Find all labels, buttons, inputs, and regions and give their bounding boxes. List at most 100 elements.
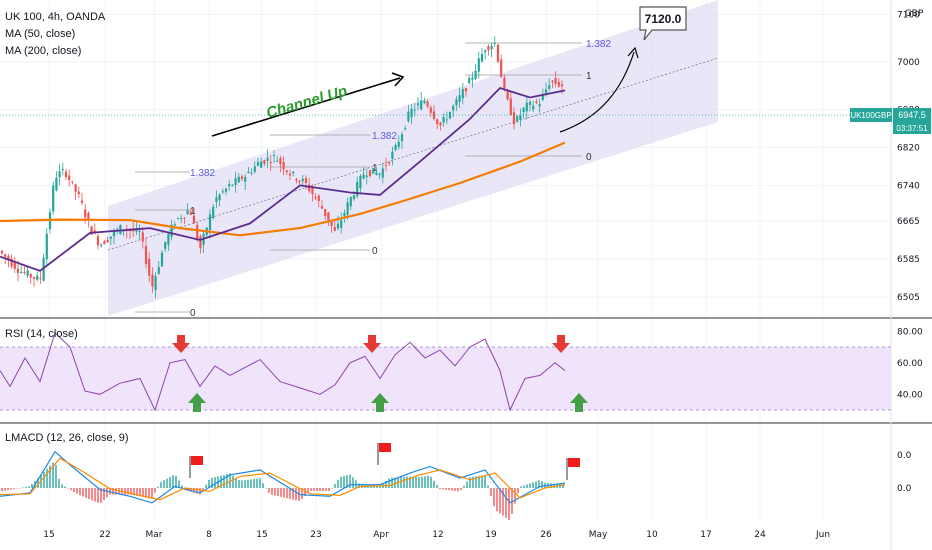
candle-body <box>215 197 218 203</box>
candle-body <box>429 107 432 113</box>
macd-histogram-bar <box>31 484 33 488</box>
macd-histogram-bar <box>535 481 537 488</box>
ma200-line <box>0 141 566 237</box>
macd-histogram-bar <box>331 488 333 489</box>
macd-histogram-bar <box>250 479 252 488</box>
ma50-legend: MA (50, close) <box>5 28 75 40</box>
candle-body <box>157 266 160 274</box>
candle-body <box>189 211 192 215</box>
candle-body <box>544 89 548 94</box>
macd-histogram-bar <box>7 488 9 491</box>
candle-body <box>32 277 36 279</box>
macd-histogram-bar <box>454 488 456 492</box>
macd-histogram-bar <box>472 476 474 488</box>
candle-body <box>141 232 144 242</box>
macd-histogram-bar <box>148 488 150 499</box>
candle-body <box>525 102 528 112</box>
macd-histogram-bar <box>112 488 114 495</box>
macd-histogram-bar <box>223 474 225 488</box>
macd-histogram-bar <box>415 476 417 488</box>
macd-histogram-bar <box>238 480 240 488</box>
time-axis-label: May <box>589 530 608 540</box>
candle-body <box>148 258 151 276</box>
candle-body <box>378 173 381 176</box>
candle-body <box>167 233 170 245</box>
macd-histogram-bar <box>256 478 258 488</box>
candle-body <box>397 141 400 147</box>
macd-histogram-bar <box>139 488 141 497</box>
projection-arrow-head <box>627 46 639 59</box>
time-axis[interactable]: 15 22 Mar 8 15 23 Apr 12 19 26 May 10 17 24 Jun <box>43 530 830 540</box>
macd-histogram-bar <box>487 485 489 488</box>
candle-body <box>324 209 327 217</box>
price-axis-label: 6505 <box>897 293 920 303</box>
macd-histogram-bar <box>373 485 375 488</box>
macd-histogram-bar <box>172 475 174 488</box>
macd-histogram-bar <box>193 488 195 493</box>
macd-histogram-bar <box>439 488 441 490</box>
candle-body <box>516 116 519 122</box>
candle-body <box>311 187 314 195</box>
macd-histogram-bar <box>235 477 237 488</box>
trend-arrow-head <box>391 72 405 87</box>
candle-body <box>16 268 20 273</box>
macd-histogram-bar <box>91 488 93 501</box>
candle-body <box>218 194 221 201</box>
candle-body <box>500 59 503 78</box>
macd-histogram-bar <box>538 480 540 488</box>
macd-histogram-bar <box>244 480 246 488</box>
projection-curve <box>559 51 635 133</box>
macd-histogram-bar <box>301 488 303 500</box>
candle-body <box>71 181 74 183</box>
candle-body <box>90 226 93 235</box>
price-axis-label: 6585 <box>897 255 920 265</box>
candle-body <box>119 224 122 235</box>
candle-body <box>109 236 112 239</box>
macd-histogram-bar <box>307 488 309 494</box>
time-axis-label: 17 <box>700 530 711 540</box>
macd-histogram-bar <box>553 483 555 488</box>
candle-body <box>295 179 298 181</box>
price-axis[interactable]: 6505658566656740682069007000710040.0060.… <box>897 10 923 494</box>
macd-histogram-bar <box>127 488 129 495</box>
macd-histogram-bar <box>421 476 423 488</box>
macd-histogram-bar <box>49 465 51 488</box>
macd-histogram-bar <box>88 488 90 500</box>
macd-histogram-bar <box>115 488 117 495</box>
macd-histogram-bar <box>205 484 207 488</box>
rsi-title: RSI (14, close) <box>5 328 78 340</box>
candle-body <box>317 195 320 202</box>
macd-histogram-bar <box>82 488 84 497</box>
macd-histogram-bar <box>499 488 501 514</box>
trend-arrow <box>211 77 401 137</box>
macd-line <box>0 450 566 504</box>
macd-axis-label: 0.0 <box>897 484 912 494</box>
candle-body <box>532 105 535 110</box>
candle-body <box>77 191 80 195</box>
candle-body <box>39 278 42 280</box>
macd-histogram-bar <box>202 488 204 490</box>
macd-histogram-bar <box>157 486 159 488</box>
candle-body <box>490 46 493 50</box>
rsi-up-arrow <box>371 393 389 412</box>
candle-body <box>234 178 237 185</box>
candle-body <box>528 101 532 105</box>
candle-body <box>496 44 500 62</box>
rsi-line <box>0 331 566 412</box>
candle-body <box>423 100 426 104</box>
macd-histogram-bar <box>55 465 57 488</box>
candle-body <box>509 98 512 116</box>
macd-histogram-bar <box>466 481 468 488</box>
macd-histogram-bar <box>46 468 48 488</box>
macd-histogram-bar <box>85 488 87 498</box>
macd-histogram-bar <box>25 486 27 488</box>
macd-histogram-bar <box>523 485 525 488</box>
macd-histogram-bar <box>508 488 510 520</box>
macd-histogram-bar <box>316 488 318 492</box>
time-axis-label: Apr <box>373 530 389 540</box>
macd-histogram-bar <box>475 476 477 488</box>
candle-body <box>503 77 506 89</box>
candles <box>0 36 564 299</box>
macd-histogram-bar <box>490 488 492 496</box>
